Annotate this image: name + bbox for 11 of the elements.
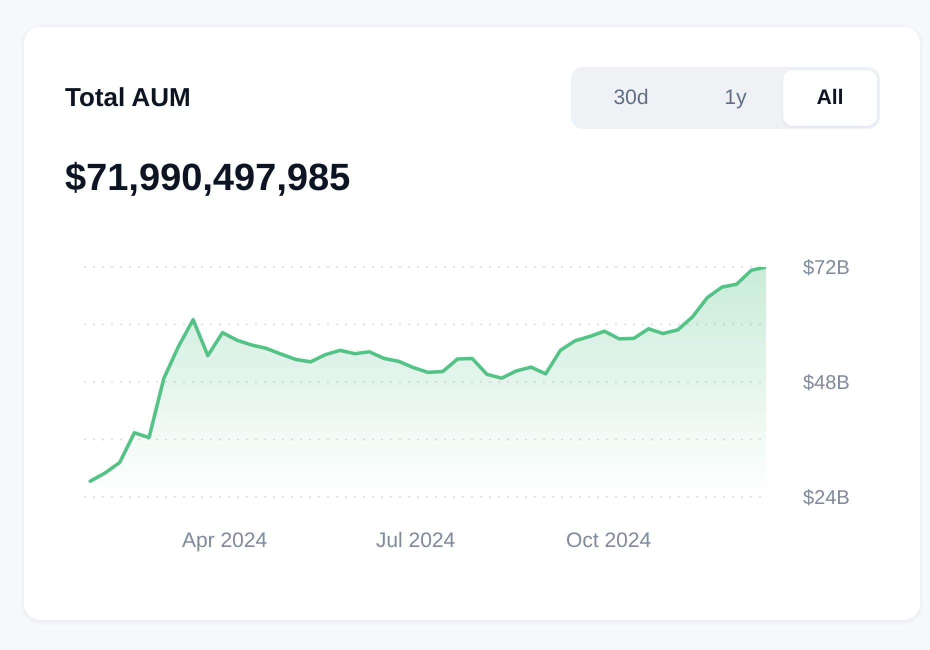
range-label: 30d <box>612 85 650 111</box>
x-tick-label: Oct 2024 <box>566 528 652 552</box>
chart-title: Total AUM <box>65 81 191 113</box>
y-tick-label: $24B <box>803 487 850 510</box>
y-tick-label: $48B <box>803 372 850 394</box>
range-label: 1y <box>723 85 748 111</box>
y-tick-label: $72B <box>803 257 850 280</box>
x-tick-label: Apr 2024 <box>182 528 268 552</box>
range-tab: All <box>783 70 877 126</box>
x-tick-label: Jul 2024 <box>376 528 456 552</box>
chart-subtitle: $71,990,497,985 <box>65 156 350 200</box>
